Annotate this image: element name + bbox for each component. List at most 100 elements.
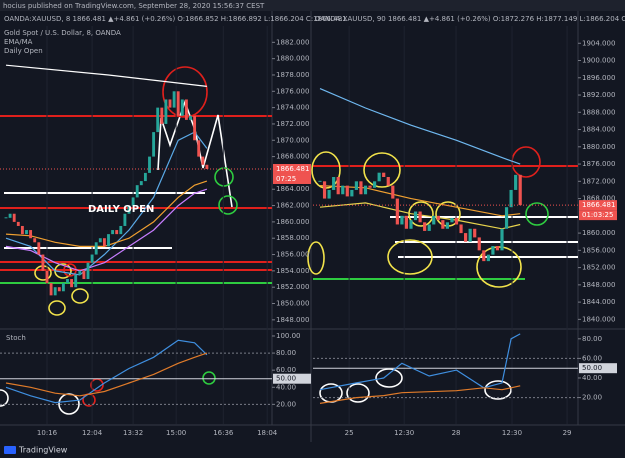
candle <box>350 189 354 197</box>
y-tick-label: 20.00 <box>276 400 296 408</box>
candle <box>127 205 131 214</box>
candle <box>139 181 143 186</box>
candle <box>441 220 445 229</box>
candle <box>386 177 390 186</box>
candle <box>518 174 522 206</box>
candle <box>111 230 115 235</box>
candle <box>436 215 440 221</box>
y-tick-label: 1848.000 <box>276 316 309 324</box>
candle <box>176 91 180 116</box>
candle <box>33 238 37 243</box>
candle <box>45 270 49 284</box>
candle <box>16 221 20 226</box>
candle <box>131 197 135 206</box>
y-tick-label: 1876.000 <box>582 160 615 168</box>
candle <box>509 189 513 208</box>
y-tick-label: 1850.000 <box>276 300 309 308</box>
y-tick-label: 1856.000 <box>582 246 615 254</box>
symbol-label: Gold Spot / U.S. Dollar, 8, OANDA <box>4 29 121 37</box>
candle <box>82 270 86 280</box>
candle <box>148 156 151 173</box>
candle <box>423 222 427 231</box>
y-tick-label: 1876.000 <box>276 87 309 95</box>
candle <box>29 230 33 239</box>
candle <box>184 99 188 120</box>
candle <box>409 220 413 229</box>
candle <box>135 185 139 198</box>
candle <box>172 91 176 108</box>
y-tick-label: 1868.000 <box>582 195 615 203</box>
x-tick-label: 18:04 <box>257 429 278 437</box>
candle <box>12 213 16 222</box>
x-tick-label: 28 <box>452 429 461 437</box>
x-tick-label: 12:04 <box>82 429 103 437</box>
candle <box>86 262 90 280</box>
candle <box>123 213 127 226</box>
price-tag <box>273 373 311 384</box>
x-tick-label: 15:00 <box>166 429 186 437</box>
candle <box>322 181 327 199</box>
y-tick-label: 80.00 <box>582 335 602 343</box>
candle <box>78 270 82 275</box>
quote: OANDA:XAUUSD, 90 1866.481 ▲+4.861 (+0.26… <box>315 15 625 23</box>
x-tick-label: 12:30 <box>394 429 414 437</box>
candle <box>432 215 436 225</box>
candle <box>473 228 477 238</box>
y-tick-label: 1858.000 <box>276 234 309 242</box>
candle <box>160 107 164 124</box>
candle <box>359 181 363 195</box>
candle <box>41 254 45 271</box>
candle <box>98 238 102 243</box>
logo <box>4 446 16 454</box>
candle <box>368 185 372 188</box>
candle <box>74 274 78 288</box>
candle <box>459 224 463 234</box>
x-tick-label: 12:30 <box>502 429 522 437</box>
y-tick-label: 1862.000 <box>276 202 309 210</box>
y-tick-label: 1856.000 <box>276 251 309 259</box>
y-tick-label: 1880.000 <box>276 55 309 63</box>
candle <box>400 215 404 225</box>
y-tick-label: 1872.000 <box>276 120 309 128</box>
countdown-bg <box>273 173 311 184</box>
y-tick-label: 1848.000 <box>582 281 615 289</box>
price-tag-label: 50.00 <box>276 375 296 383</box>
candle <box>37 242 41 255</box>
x-tick-label: 13:32 <box>123 429 143 437</box>
candle <box>341 185 345 195</box>
y-tick-label: 1872.000 <box>582 177 615 185</box>
price-tag <box>579 200 617 211</box>
candle <box>500 228 504 251</box>
y-tick-label: 100.00 <box>276 332 301 340</box>
y-tick-label: 60.00 <box>582 354 602 362</box>
candle <box>395 198 399 225</box>
y-tick-label: 60.00 <box>276 366 296 374</box>
footer[interactable]: TradingView <box>18 446 68 455</box>
candle <box>336 177 340 195</box>
y-tick-label: 1840.000 <box>582 315 615 323</box>
circle <box>408 201 434 227</box>
y-tick-label: 20.00 <box>582 394 602 402</box>
countdown: 01:03:25 <box>582 211 613 219</box>
candle <box>332 177 336 190</box>
candle <box>468 228 472 242</box>
candle <box>49 283 53 296</box>
circle <box>71 288 89 304</box>
price-tag-label: 1866.481 <box>582 201 615 209</box>
candle <box>180 99 184 116</box>
circle <box>375 368 403 388</box>
candle <box>504 207 509 229</box>
candle <box>427 224 431 231</box>
y-tick-label: 1900.000 <box>582 57 615 65</box>
candle <box>363 185 368 195</box>
indicator-line <box>319 385 521 404</box>
y-tick-label: 40.00 <box>276 383 296 391</box>
y-tick-label: 1852.000 <box>276 283 309 291</box>
candle <box>450 217 454 223</box>
y-tick-label: 1904.000 <box>582 39 615 47</box>
indicator-line <box>319 333 521 391</box>
indicator-line <box>5 339 208 404</box>
candle <box>418 211 422 223</box>
candle <box>482 250 486 262</box>
